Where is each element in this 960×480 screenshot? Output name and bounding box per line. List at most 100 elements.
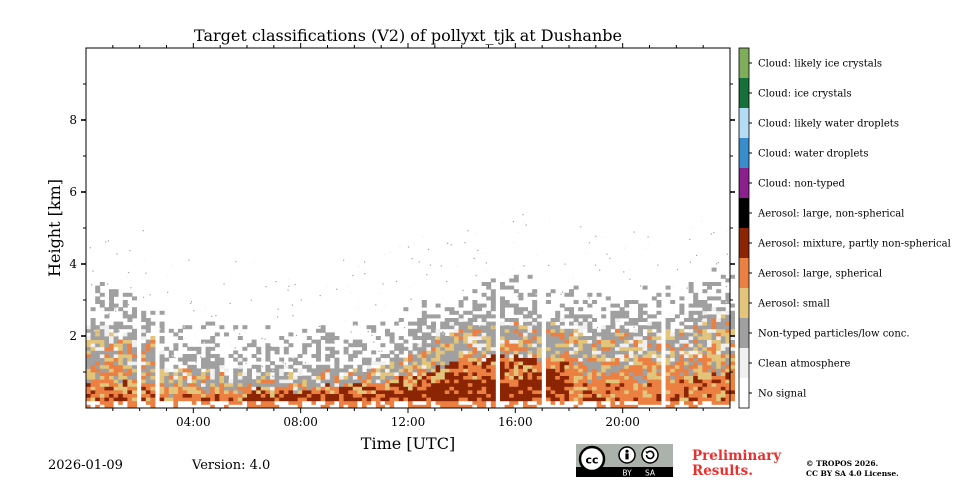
class-cell	[674, 379, 680, 384]
class-cell	[513, 357, 519, 362]
noise-point	[97, 331, 99, 334]
class-cell	[417, 357, 423, 362]
class-cell	[426, 357, 432, 362]
class-cell	[145, 404, 151, 409]
class-cell	[145, 325, 151, 330]
class-cell	[518, 328, 524, 333]
noise-point	[131, 327, 133, 329]
class-cell	[555, 357, 561, 362]
class-cell	[725, 386, 731, 391]
class-cell	[725, 336, 731, 340]
class-cell	[624, 379, 630, 384]
class-cell	[449, 339, 455, 344]
noise-point	[545, 302, 547, 304]
class-cell	[720, 343, 726, 348]
class-cell	[472, 303, 478, 308]
class-cell	[555, 325, 561, 330]
class-cell	[463, 296, 469, 301]
class-cell	[141, 336, 147, 340]
class-cell	[109, 375, 114, 380]
class-cell	[371, 397, 377, 402]
class-cell	[592, 397, 597, 402]
cc-icon-text: cc	[585, 454, 598, 467]
class-cell	[256, 397, 262, 402]
class-cell	[596, 339, 602, 344]
noise-point	[548, 220, 550, 222]
class-cell	[458, 325, 464, 330]
class-cell	[302, 390, 308, 394]
class-cell	[122, 368, 128, 373]
class-cell	[440, 400, 446, 405]
class-cell	[104, 397, 110, 402]
class-cell	[674, 354, 680, 358]
class-cell	[569, 364, 574, 369]
class-cell	[403, 390, 409, 394]
class-cell	[647, 350, 653, 355]
class-cell	[651, 393, 657, 398]
class-cell	[99, 393, 105, 398]
class-cell	[569, 372, 574, 376]
class-cell	[132, 368, 137, 373]
class-cell	[334, 336, 340, 340]
class-cell	[403, 375, 409, 380]
class-cell	[141, 393, 147, 398]
class-cell	[711, 393, 717, 398]
class-cell	[104, 361, 110, 366]
class-cell	[564, 368, 570, 373]
class-cell	[159, 350, 165, 355]
class-cell	[546, 375, 551, 380]
class-cell	[237, 336, 243, 340]
class-cell	[118, 350, 124, 355]
class-cell	[371, 375, 377, 380]
class-cell	[191, 379, 197, 384]
class-cell	[725, 292, 731, 297]
class-cell	[564, 292, 570, 297]
class-cell	[610, 350, 616, 355]
class-cell	[730, 379, 735, 384]
class-cell	[118, 375, 124, 380]
class-cell	[214, 354, 220, 358]
class-cell	[707, 368, 712, 373]
class-cell	[674, 404, 680, 409]
class-cell	[90, 321, 96, 326]
colorbar-swatch	[739, 168, 749, 198]
class-cell	[458, 343, 464, 348]
class-cell	[486, 314, 492, 319]
class-cell	[610, 321, 616, 326]
class-cell	[449, 354, 455, 358]
class-cell	[642, 303, 648, 308]
class-cell	[481, 292, 487, 297]
class-cell	[118, 397, 124, 402]
noise-point	[727, 230, 729, 232]
class-cell	[642, 393, 648, 398]
class-cell	[104, 336, 110, 340]
class-cell	[187, 397, 193, 402]
class-cell	[481, 336, 487, 340]
class-cell	[559, 379, 565, 384]
class-cell	[334, 368, 340, 373]
class-cell	[559, 339, 565, 344]
class-cell	[431, 372, 436, 376]
class-cell	[109, 325, 114, 330]
class-cell	[624, 354, 630, 358]
class-cell	[224, 382, 229, 387]
class-cell	[417, 368, 423, 373]
class-cell	[168, 386, 174, 391]
class-cell	[228, 400, 234, 405]
class-cell	[159, 375, 165, 380]
class-cell	[730, 321, 735, 326]
class-cell	[389, 364, 395, 369]
class-cell	[596, 386, 602, 391]
class-cell	[477, 307, 482, 312]
class-cell	[122, 375, 128, 380]
colorbar-swatch	[739, 378, 749, 408]
class-cell	[693, 328, 699, 333]
class-cell	[555, 336, 561, 340]
class-cell	[711, 296, 717, 301]
class-cell	[730, 386, 735, 391]
class-cell	[454, 328, 459, 333]
class-cell	[610, 357, 616, 362]
class-cell	[615, 382, 620, 387]
class-cell	[380, 375, 386, 380]
noise-point	[89, 247, 91, 249]
